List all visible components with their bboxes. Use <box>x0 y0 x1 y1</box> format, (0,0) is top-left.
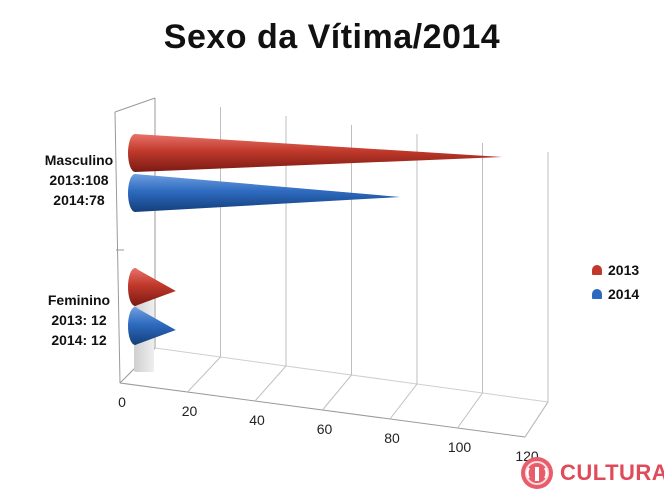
cone-feminino-2014-base <box>128 307 142 345</box>
legend-item-2013: 2013 <box>592 258 639 282</box>
side-wall-top-edge <box>114 97 156 113</box>
cone-feminino-2014 <box>128 307 176 345</box>
category-label-masculino: Masculino 2013:108 2014:78 <box>4 150 154 210</box>
category-value-2014: 2014:78 <box>53 192 105 208</box>
tick-label-40: 40 <box>249 412 265 428</box>
cone-feminino-2013-base <box>128 268 142 306</box>
legend-label-2014: 2014 <box>608 286 640 302</box>
legend: 2013 2014 <box>592 258 639 306</box>
tick-label-80: 80 <box>384 430 400 446</box>
legend-item-2014: 2014 <box>592 282 639 306</box>
tick-label-60: 60 <box>317 421 333 437</box>
cone-feminino-2014-body <box>135 307 176 345</box>
category-value-2013: 2013: 12 <box>51 312 107 328</box>
tick-label-20: 20 <box>182 403 198 419</box>
category-value-2013: 2013:108 <box>49 172 109 188</box>
category-name: Masculino <box>44 152 114 168</box>
floor-gridline-60 <box>322 374 352 411</box>
cone-masculino-2013 <box>128 134 503 172</box>
category-label-feminino: Feminino 2013: 12 2014: 12 <box>4 290 154 350</box>
category-name: Feminino <box>47 292 111 308</box>
cone-feminino-2013 <box>128 268 176 306</box>
cone-masculino-2014 <box>128 174 401 212</box>
tick-label-0: 0 <box>118 394 126 410</box>
category-value-2014: 2014: 12 <box>51 332 107 348</box>
floor-gridline-20 <box>187 356 221 393</box>
floor-gridline-100 <box>457 392 483 429</box>
watermark-logo: CULTURA <box>520 456 664 490</box>
cone-masculino-2014-base <box>128 174 142 212</box>
legend-swatch-2014 <box>592 289 602 299</box>
cone-masculino-2014-body <box>135 174 401 212</box>
side-wall-front-edge <box>114 111 121 384</box>
floor-gridline-120 <box>524 401 549 438</box>
watermark-text: CULTURA <box>560 460 664 485</box>
cone-masculino-2013-body <box>135 134 503 172</box>
cone-bars <box>128 134 503 372</box>
legend-label-2013: 2013 <box>608 262 640 278</box>
cone-masculino-2013-base <box>128 134 142 172</box>
floor-gridline-80 <box>389 383 418 420</box>
cone-feminino-2013-body <box>135 268 176 306</box>
floor-gridline-40 <box>254 365 287 402</box>
cultura-logo-icon <box>521 457 553 489</box>
tick-label-100: 100 <box>448 439 472 455</box>
chart-title: Sexo da Vítima/2014 <box>163 18 501 56</box>
legend-swatch-2013 <box>592 265 602 275</box>
